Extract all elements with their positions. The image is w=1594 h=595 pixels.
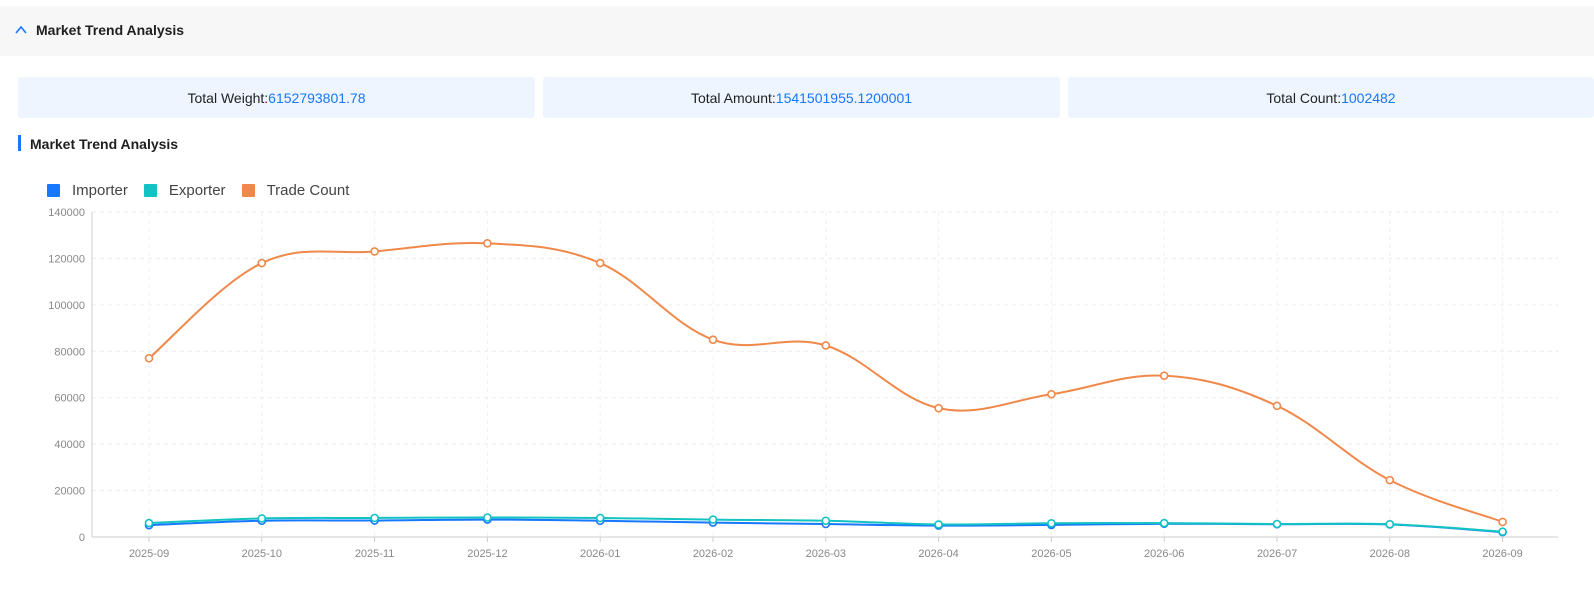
y-tick-label: 100000 — [48, 300, 85, 312]
data-point-exporter — [1498, 527, 1507, 536]
x-tick-label: 2026-03 — [806, 548, 846, 560]
section-header[interactable]: Market Trend Analysis — [0, 6, 1594, 56]
data-point-exporter — [370, 513, 379, 523]
section-title: Market Trend Analysis — [36, 22, 185, 38]
x-tick-label: 2025-10 — [242, 548, 282, 560]
stat-label: Total Amount: — [690, 89, 776, 106]
y-tick-label: 120000 — [48, 253, 85, 265]
data-point-exporter — [934, 520, 943, 529]
title-accent-bar — [18, 135, 21, 151]
data-point-trade-count — [595, 258, 605, 268]
chart-legend: Importer Exporter Trade Count — [47, 180, 365, 200]
stat-value: 6152793801.78 — [268, 89, 366, 106]
y-tick-label: 40000 — [54, 439, 85, 451]
data-point-trade-count — [1047, 389, 1056, 399]
data-point-exporter — [708, 515, 718, 524]
legend-swatch — [241, 183, 255, 197]
legend-swatch — [47, 183, 60, 197]
y-tick-label: 20000 — [54, 486, 85, 498]
x-tick-label: 2026-01 — [580, 548, 620, 560]
x-tick-label: 2026-06 — [1144, 548, 1184, 560]
y-tick-label: 80000 — [54, 346, 85, 358]
x-tick-label: 2025-11 — [355, 548, 395, 560]
data-point-exporter — [1272, 519, 1282, 529]
data-point-exporter — [144, 518, 154, 528]
stat-card-weight: Total Weight: 6152793801.78 — [18, 77, 535, 118]
data-point-trade-count — [1385, 475, 1395, 485]
data-point-exporter — [821, 516, 831, 526]
stat-label: Total Count: — [1266, 89, 1342, 106]
chart-title: Market Trend Analysis — [30, 136, 179, 152]
legend-item-trade-count[interactable]: Trade Count — [241, 181, 350, 199]
legend-label: Exporter — [168, 181, 226, 199]
data-point-exporter — [257, 514, 267, 523]
legend-swatch — [143, 183, 157, 197]
data-point-trade-count — [708, 335, 718, 344]
data-point-trade-count — [483, 239, 492, 248]
data-point-trade-count — [1498, 517, 1507, 527]
x-tick-label: 2026-09 — [1482, 548, 1522, 560]
x-tick-label: 2025-09 — [129, 548, 169, 560]
data-point-trade-count — [821, 341, 831, 350]
data-point-trade-count — [144, 353, 154, 363]
x-tick-label: 2026-05 — [1031, 548, 1071, 560]
data-point-trade-count — [934, 403, 943, 413]
stat-value: 1002482 — [1341, 89, 1396, 106]
legend-label: Trade Count — [266, 181, 350, 199]
trend-chart: 0 20000 40000 60000 80000 100000 120000 140000 2… — [48, 207, 1558, 560]
stat-card-amount: Total Amount: 1541501955.1200001 — [543, 77, 1060, 118]
y-tick-label: 60000 — [54, 393, 85, 405]
data-point-exporter — [1047, 519, 1056, 528]
legend-item-importer[interactable]: Importer — [47, 182, 128, 199]
legend-label: Importer — [72, 181, 128, 199]
chevron-up-icon[interactable] — [15, 25, 27, 35]
stat-label: Total Weight: — [187, 89, 269, 106]
stat-card-count: Total Count: 1002482 — [1068, 77, 1594, 118]
data-point-exporter — [595, 513, 605, 523]
data-point-trade-count — [370, 247, 379, 256]
data-point-exporter — [483, 513, 492, 522]
data-point-trade-count — [257, 258, 267, 268]
data-point-exporter — [1385, 519, 1395, 529]
y-tick-label: 0 — [79, 532, 85, 544]
data-point-trade-count — [1159, 371, 1169, 380]
data-point-trade-count — [1272, 401, 1282, 411]
x-tick-label: 2025-12 — [467, 548, 507, 560]
legend-item-exporter[interactable]: Exporter — [143, 181, 226, 199]
x-tick-label: 2026-02 — [693, 548, 733, 560]
y-tick-label: 140000 — [48, 207, 85, 219]
x-tick-label: 2026-08 — [1370, 548, 1410, 560]
stat-value: 1541501955.1200001 — [775, 89, 913, 106]
data-point-exporter — [1159, 518, 1169, 528]
x-tick-label: 2026-04 — [918, 548, 958, 560]
x-tick-label: 2026-07 — [1257, 548, 1297, 560]
